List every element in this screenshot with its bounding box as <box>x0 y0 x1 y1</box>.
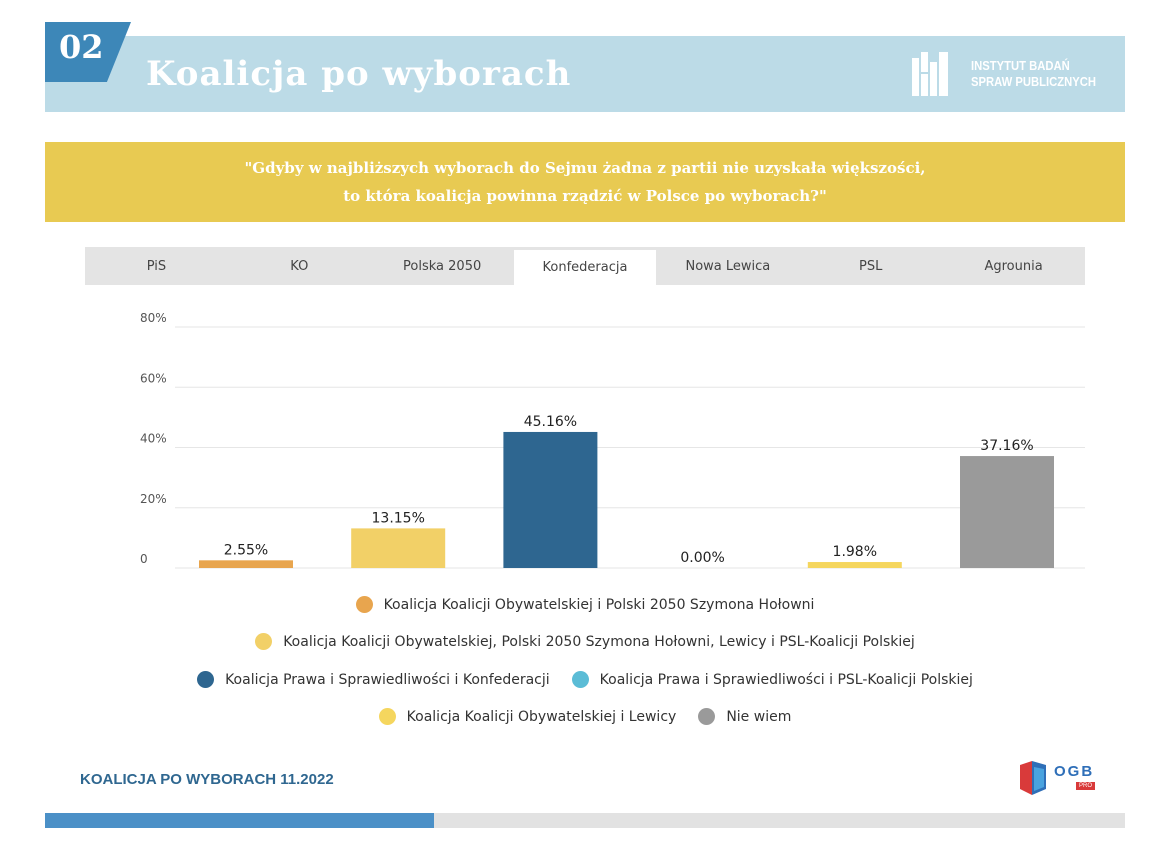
bar-value-label: 13.15% <box>372 510 425 526</box>
legend-label: Nie wiem <box>726 708 792 725</box>
legend-dot-icon <box>355 596 373 613</box>
question-text: "Gdyby w najbliższych wyborach do Sejmu … <box>244 154 925 210</box>
party-tabs: PiS KO Polska 2050 Konfederacja Nowa Lew… <box>85 247 1085 285</box>
legend-row-1: Koalicja Koalicji Obywatelskiej i Polski… <box>0 596 1170 613</box>
legend-item-nie-wiem[interactable]: Nie wiem <box>698 708 791 725</box>
y-tick-label: 60% <box>140 371 167 385</box>
tab-konfederacja[interactable]: Konfederacja <box>513 250 657 285</box>
tab-nowa-lewica[interactable]: Nowa Lewica <box>685 258 771 274</box>
legend-item-ko-p2050-lewica-psl[interactable]: Koalicja Koalicji Obywatelskiej, Polski … <box>255 633 915 650</box>
y-tick-label: 0 <box>140 552 148 566</box>
bar-value-label: 0.00% <box>680 550 724 566</box>
y-tick-label: 20% <box>140 492 167 506</box>
question-banner: "Gdyby w najbliższych wyborach do Sejmu … <box>45 142 1125 222</box>
progress-bar <box>45 813 1125 828</box>
y-tick-label: 80% <box>140 311 167 325</box>
bar-value-label: 45.16% <box>524 414 577 430</box>
legend-dot-icon <box>255 633 273 650</box>
legend-label: Koalicja Prawa i Sprawiedliwości i Konfe… <box>225 671 550 688</box>
legend-label: Koalicja Koalicji Obywatelskiej, Polski … <box>283 633 915 650</box>
legend-dot-icon <box>698 708 716 725</box>
ibsp-logo-icon <box>912 52 948 96</box>
tab-polska-2050[interactable]: Polska 2050 <box>403 258 482 274</box>
legend-row-3: Koalicja Prawa i Sprawiedliwości i Konfe… <box>0 671 1170 688</box>
legend-label: Koalicja Prawa i Sprawiedliwości i PSL-K… <box>599 671 973 688</box>
question-line-1: "Gdyby w najbliższych wyborach do Sejmu … <box>244 159 926 177</box>
bar <box>807 562 902 568</box>
ogb-pro-badge: PRO <box>1076 782 1096 790</box>
legend-row-4: Koalicja Koalicji Obywatelskiej i Lewicy… <box>0 708 1170 725</box>
progress-fill <box>45 813 434 828</box>
ogb-logo: OGB PRO <box>1016 761 1096 797</box>
y-tick-label: 40% <box>140 432 167 446</box>
legend-dot-icon <box>197 671 215 688</box>
ogb-shield-icon <box>1020 761 1046 795</box>
legend-label: Koalicja Koalicji Obywatelskiej i Polski… <box>383 596 815 613</box>
bar <box>351 528 446 568</box>
legend-item-pis-konfederacja[interactable]: Koalicja Prawa i Sprawiedliwości i Konfe… <box>197 671 550 688</box>
question-line-2: to która koalicja powinna rządzić w Pols… <box>343 187 827 205</box>
bar-value-label: 1.98% <box>833 544 877 560</box>
bar-chart: 0 20% 40% 60% 80% 2.55% 13.15% 45.16% 0.00% 1.98%… <box>140 311 1085 569</box>
legend-dot-icon <box>571 671 589 688</box>
ibsp-logo-text: INSTYTUT BADAŃ SPRAW PUBLICZNYCH <box>971 59 1097 89</box>
legend-dot-icon <box>378 708 396 725</box>
legend-row-2: Koalicja Koalicji Obywatelskiej, Polski … <box>0 633 1170 650</box>
tab-agrounia[interactable]: Agrounia <box>984 258 1043 274</box>
footer-label: KOALICJA PO WYBORACH 11.2022 <box>80 771 334 788</box>
bar <box>503 431 598 568</box>
bar-value-label: 2.55% <box>224 542 268 558</box>
legend-item-ko-p2050[interactable]: Koalicja Koalicji Obywatelskiej i Polski… <box>355 596 815 613</box>
bar-value-label: 37.16% <box>980 438 1033 454</box>
page-title: Koalicja po wyborach <box>146 54 572 94</box>
legend-item-pis-psl[interactable]: Koalicja Prawa i Sprawiedliwości i PSL-K… <box>571 671 973 688</box>
tab-ko[interactable]: KO <box>290 258 309 274</box>
tab-pis[interactable]: PiS <box>146 258 167 274</box>
tab-psl[interactable]: PSL <box>859 258 883 274</box>
legend-item-ko-lewica[interactable]: Koalicja Koalicji Obywatelskiej i Lewicy <box>378 708 677 725</box>
bar <box>960 456 1054 568</box>
section-number: 02 <box>59 28 104 66</box>
bar <box>199 560 293 568</box>
ogb-text: OGB <box>1054 763 1095 780</box>
legend-label: Koalicja Koalicji Obywatelskiej i Lewicy <box>406 708 677 725</box>
